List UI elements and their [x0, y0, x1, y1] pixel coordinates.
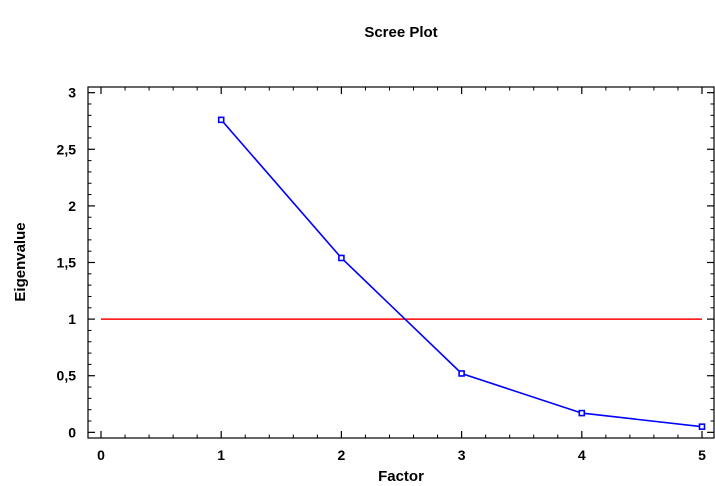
y-tick-label: 2: [68, 198, 76, 214]
y-tick-label: 1: [68, 311, 76, 327]
y-tick-label: 2,5: [57, 141, 77, 157]
series-line: [220, 119, 703, 428]
y-axis-label: Eigenvalue: [12, 222, 29, 301]
y-tick-label: 3: [68, 85, 76, 101]
chart-title: Scree Plot: [364, 24, 437, 41]
x-tick-label: 0: [97, 447, 105, 463]
plot-frame: [87, 86, 715, 439]
x-tick-label: 2: [338, 447, 346, 463]
data-point: [698, 423, 706, 430]
data-points: [217, 116, 706, 430]
x-tick-label: 5: [698, 447, 706, 463]
x-tick-label: 1: [217, 447, 225, 463]
data-point: [578, 409, 586, 417]
y-tick-labels: 0 0,5 1 1,5 2 2,5 3: [57, 85, 77, 441]
x-axis-label: Factor: [378, 468, 424, 485]
x-tick-label: 3: [458, 447, 466, 463]
data-point: [217, 116, 225, 124]
data-point: [458, 370, 465, 377]
y-tick-label: 0,5: [57, 368, 77, 384]
x-tick-label: 4: [578, 447, 586, 463]
axis-ticks: [88, 87, 714, 438]
y-tick-label: 1,5: [57, 255, 77, 271]
data-point: [338, 254, 345, 262]
x-tick-labels: 0 1 2 3 4 5: [97, 447, 706, 463]
y-tick-label: 0: [68, 424, 76, 440]
